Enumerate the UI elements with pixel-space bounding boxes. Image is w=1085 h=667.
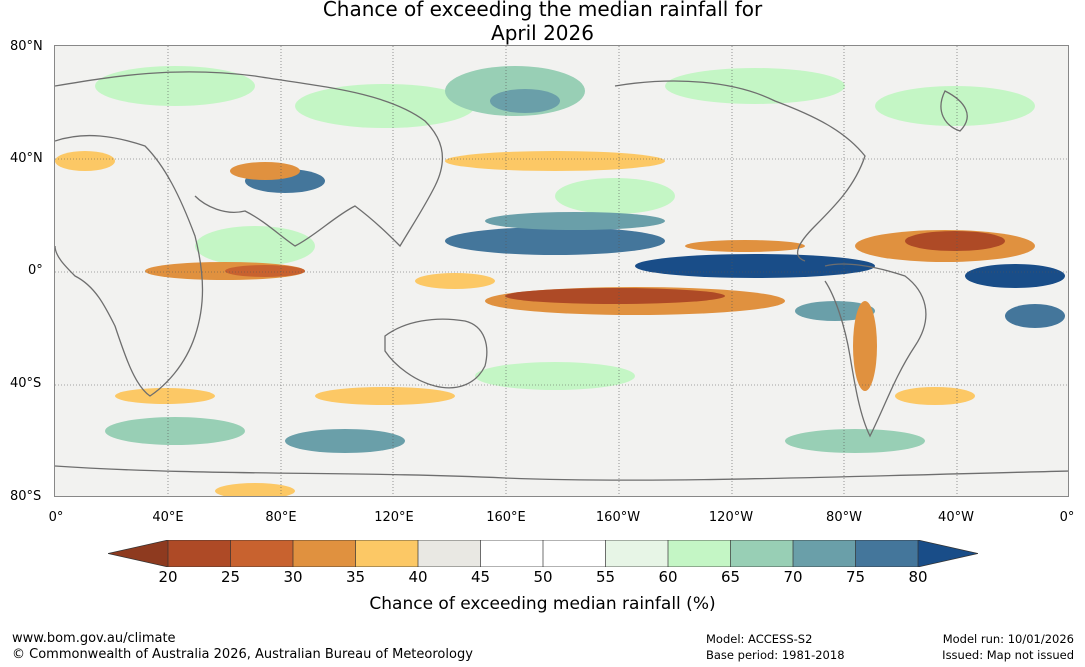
colorbar-tick-25: 25: [220, 568, 241, 586]
lon-label-160e: 160°E: [486, 510, 526, 525]
patch-brown-atlantic: [905, 231, 1005, 251]
map-title-line2: April 2026: [491, 21, 594, 45]
patch-yellow-np: [445, 151, 665, 171]
colorbar-tick-80: 80: [908, 568, 928, 586]
footer-issued: Issued: Map not issued: [942, 648, 1074, 662]
coast-north-america: [614, 80, 866, 262]
colorbar-seg-35-40: [355, 540, 418, 567]
coast-africa: [55, 134, 204, 397]
patch-yellow-si: [315, 387, 455, 405]
patch-teal-pacific-n: [485, 212, 665, 230]
rainfall-probability-map: [54, 45, 1069, 497]
colorbar-seg-75-80: [855, 540, 918, 567]
colorbar-seg-55-60: [605, 540, 668, 567]
patch-yellow-sa: [115, 388, 215, 404]
patch-yellow-nafrica: [55, 151, 115, 171]
lon-label-40w: 40°W: [938, 510, 974, 525]
colorbar-seg-30-35: [293, 540, 356, 567]
patch-brown-eq-pacific: [505, 288, 725, 304]
colorbar-tick-75: 75: [845, 568, 866, 586]
colorbar-seg-45-50: [480, 540, 543, 567]
colorbar-seg-50-55: [543, 540, 606, 567]
colorbar-seg-20-25: [168, 540, 231, 567]
lon-label-80w: 80°W: [826, 510, 862, 525]
colorbar-seg-70-75: [793, 540, 856, 567]
patch-green-n8: [195, 226, 315, 266]
map-title: Chance of exceeding the median rainfall …: [0, 0, 1085, 45]
patch-teal-sp: [795, 301, 875, 321]
footer-model: Model: ACCESS-S2: [706, 632, 813, 646]
colorbar-tick-45: 45: [470, 568, 491, 586]
patch-orange-andes: [853, 301, 877, 391]
patch-green-n1: [95, 66, 255, 106]
colorbar-tick-35: 35: [345, 568, 366, 586]
patch-blue-pacific-n: [445, 227, 665, 255]
lat-label-80n: 80°N: [10, 39, 43, 54]
patch-blue-eq-pacific: [635, 254, 875, 278]
lat-label-80s: 80°S: [10, 489, 42, 504]
colorbar-seg-60-65: [668, 540, 731, 567]
patch-green-so3: [105, 417, 245, 445]
lon-label-120w: 120°W: [708, 510, 754, 525]
patch-green-n6: [875, 86, 1035, 126]
coast-eurasia: [55, 71, 444, 248]
colorbar-tick-70: 70: [783, 568, 803, 586]
patch-teal-n4: [490, 89, 560, 113]
patch-blue-sa: [1005, 304, 1065, 328]
patch-brown-io: [225, 265, 305, 277]
footer-website: www.bom.gov.au/climate: [12, 631, 176, 646]
footer-model-run: Model run: 10/01/2026: [942, 632, 1074, 646]
lat-label-40n: 40°N: [10, 151, 43, 166]
lat-label-40s: 40°S: [10, 376, 42, 391]
patch-yellow-satl: [895, 387, 975, 405]
lon-label-160w: 160°W: [595, 510, 641, 525]
colorbar-seg-below-20: [108, 540, 168, 567]
colorbar-tick-65: 65: [720, 568, 741, 586]
colorbar-seg-65-70: [730, 540, 793, 567]
patch-green-n2: [295, 84, 475, 128]
lon-label-0-east: 0°: [1059, 510, 1075, 525]
patch-blue-atlantic: [965, 264, 1065, 288]
colorbar-tick-60: 60: [658, 568, 678, 586]
colorbar-outline: [108, 540, 978, 567]
colorbar: [108, 540, 978, 567]
colorbar-tick-40: 40: [408, 568, 428, 586]
colorbar-seg-25-30: [230, 540, 293, 567]
patch-orange-asia: [230, 162, 300, 180]
patch-teal-so1: [285, 429, 405, 453]
colorbar-seg-above-80: [918, 540, 978, 567]
colorbar-tick-30: 30: [283, 568, 303, 586]
lon-label-0: 0°: [48, 510, 64, 525]
coastlines: [55, 71, 1068, 481]
footer-copyright: © Commonwealth of Australia 2026, Austra…: [12, 647, 473, 662]
gridlines: [55, 46, 1068, 496]
patch-green-n7: [555, 178, 675, 214]
colorbar-label: Chance of exceeding median rainfall (%): [369, 594, 716, 614]
lon-label-80e: 80°E: [265, 510, 297, 525]
map-svg: [55, 46, 1068, 496]
colorbar-tick-20: 20: [158, 568, 178, 586]
coast-south-america: [824, 263, 927, 438]
patch-orange-ep: [685, 240, 805, 252]
coast-greenland: [940, 90, 968, 132]
lon-label-40e: 40°E: [152, 510, 184, 525]
lat-label-eq: 0°: [28, 263, 43, 278]
patch-green-so2: [785, 429, 925, 453]
map-title-line1: Chance of exceeding the median rainfall …: [322, 0, 763, 21]
coast-antarctica: [55, 465, 1068, 481]
footer-base-period: Base period: 1981-2018: [706, 648, 845, 662]
coast-australia: [384, 318, 488, 389]
colorbar-tick-55: 55: [595, 568, 616, 586]
patch-yellow-ant: [215, 483, 295, 496]
patch-yellow-mc: [415, 273, 495, 289]
patch-green-so4: [475, 362, 635, 390]
patch-green-n5: [665, 68, 845, 104]
lon-label-120e: 120°E: [374, 510, 414, 525]
colorbar-seg-40-45: [418, 540, 481, 567]
colorbar-tick-50: 50: [533, 568, 553, 586]
